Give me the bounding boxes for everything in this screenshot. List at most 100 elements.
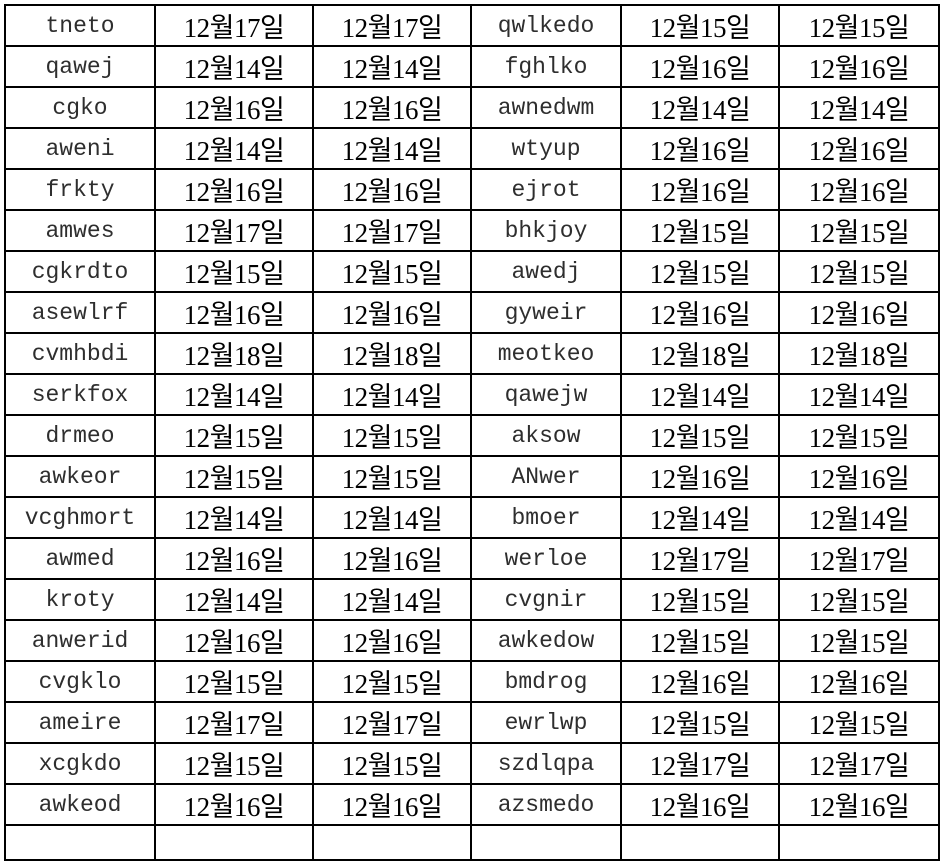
date-cell[interactable]: 12월14일 xyxy=(312,45,472,88)
name-cell[interactable]: qawej xyxy=(4,45,156,88)
date-cell[interactable]: 12월15일 xyxy=(778,250,940,293)
name-cell[interactable]: vcghmort xyxy=(4,496,156,539)
date-cell[interactable]: 12월18일 xyxy=(154,332,314,375)
date-cell[interactable]: 12월14일 xyxy=(154,578,314,621)
date-cell[interactable]: 12월16일 xyxy=(620,660,780,703)
date-cell[interactable]: 12월17일 xyxy=(154,4,314,47)
date-cell[interactable]: 12월16일 xyxy=(312,168,472,211)
date-cell[interactable]: 12월16일 xyxy=(154,537,314,580)
date-cell[interactable]: 12월18일 xyxy=(312,332,472,375)
date-cell[interactable]: 12월14일 xyxy=(620,373,780,416)
name-cell[interactable]: awkedow xyxy=(470,619,622,662)
date-cell[interactable]: 12월15일 xyxy=(620,250,780,293)
date-cell[interactable]: 12월15일 xyxy=(620,701,780,744)
date-cell[interactable]: 12월17일 xyxy=(154,209,314,252)
name-cell[interactable]: aksow xyxy=(470,414,622,457)
name-cell[interactable]: werloe xyxy=(470,537,622,580)
date-cell[interactable]: 12월17일 xyxy=(620,537,780,580)
date-cell[interactable]: 12월14일 xyxy=(154,496,314,539)
name-cell[interactable]: tneto xyxy=(4,4,156,47)
date-cell[interactable]: 12월18일 xyxy=(778,332,940,375)
date-cell[interactable]: 12월15일 xyxy=(620,414,780,457)
empty-cell[interactable] xyxy=(778,824,940,861)
date-cell[interactable]: 12월14일 xyxy=(778,86,940,129)
date-cell[interactable]: 12월16일 xyxy=(154,619,314,662)
date-cell[interactable]: 12월15일 xyxy=(620,619,780,662)
name-cell[interactable]: awedj xyxy=(470,250,622,293)
date-cell[interactable]: 12월14일 xyxy=(312,127,472,170)
date-cell[interactable]: 12월17일 xyxy=(312,4,472,47)
date-cell[interactable]: 12월18일 xyxy=(620,332,780,375)
date-cell[interactable]: 12월15일 xyxy=(778,578,940,621)
name-cell[interactable]: awmed xyxy=(4,537,156,580)
name-cell[interactable]: kroty xyxy=(4,578,156,621)
date-cell[interactable]: 12월16일 xyxy=(620,455,780,498)
name-cell[interactable]: xcgkdo xyxy=(4,742,156,785)
name-cell[interactable]: ameire xyxy=(4,701,156,744)
date-cell[interactable]: 12월16일 xyxy=(778,291,940,334)
name-cell[interactable]: frkty xyxy=(4,168,156,211)
date-cell[interactable]: 12월16일 xyxy=(312,537,472,580)
date-cell[interactable]: 12월16일 xyxy=(620,291,780,334)
date-cell[interactable]: 12월16일 xyxy=(154,86,314,129)
date-cell[interactable]: 12월15일 xyxy=(312,455,472,498)
date-cell[interactable]: 12월14일 xyxy=(312,373,472,416)
date-cell[interactable]: 12월15일 xyxy=(154,455,314,498)
name-cell[interactable]: bmoer xyxy=(470,496,622,539)
date-cell[interactable]: 12월15일 xyxy=(778,209,940,252)
name-cell[interactable]: serkfox xyxy=(4,373,156,416)
date-cell[interactable]: 12월14일 xyxy=(778,496,940,539)
date-cell[interactable]: 12월16일 xyxy=(778,45,940,88)
name-cell[interactable]: amwes xyxy=(4,209,156,252)
empty-cell[interactable] xyxy=(4,824,156,861)
date-cell[interactable]: 12월16일 xyxy=(312,86,472,129)
date-cell[interactable]: 12월16일 xyxy=(620,127,780,170)
date-cell[interactable]: 12월15일 xyxy=(778,4,940,47)
date-cell[interactable]: 12월15일 xyxy=(154,742,314,785)
date-cell[interactable]: 12월16일 xyxy=(778,660,940,703)
date-cell[interactable]: 12월15일 xyxy=(778,701,940,744)
date-cell[interactable]: 12월15일 xyxy=(778,414,940,457)
empty-cell[interactable] xyxy=(312,824,472,861)
name-cell[interactable]: anwerid xyxy=(4,619,156,662)
name-cell[interactable]: azsmedo xyxy=(470,783,622,826)
date-cell[interactable]: 12월15일 xyxy=(154,414,314,457)
date-cell[interactable]: 12월16일 xyxy=(312,291,472,334)
name-cell[interactable]: qwlkedo xyxy=(470,4,622,47)
name-cell[interactable]: ejrot xyxy=(470,168,622,211)
name-cell[interactable]: cgko xyxy=(4,86,156,129)
name-cell[interactable]: aweni xyxy=(4,127,156,170)
empty-cell[interactable] xyxy=(154,824,314,861)
date-cell[interactable]: 12월17일 xyxy=(778,537,940,580)
date-cell[interactable]: 12월15일 xyxy=(778,619,940,662)
date-cell[interactable]: 12월15일 xyxy=(312,414,472,457)
name-cell[interactable]: szdlqpa xyxy=(470,742,622,785)
name-cell[interactable]: qawejw xyxy=(470,373,622,416)
date-cell[interactable]: 12월16일 xyxy=(154,783,314,826)
name-cell[interactable]: bhkjoy xyxy=(470,209,622,252)
date-cell[interactable]: 12월16일 xyxy=(778,168,940,211)
date-cell[interactable]: 12월16일 xyxy=(154,291,314,334)
empty-cell[interactable] xyxy=(620,824,780,861)
date-cell[interactable]: 12월17일 xyxy=(778,742,940,785)
date-cell[interactable]: 12월16일 xyxy=(778,127,940,170)
name-cell[interactable]: wtyup xyxy=(470,127,622,170)
name-cell[interactable]: cvmhbdi xyxy=(4,332,156,375)
date-cell[interactable]: 12월14일 xyxy=(620,86,780,129)
date-cell[interactable]: 12월14일 xyxy=(154,127,314,170)
date-cell[interactable]: 12월16일 xyxy=(154,168,314,211)
date-cell[interactable]: 12월17일 xyxy=(312,701,472,744)
date-cell[interactable]: 12월16일 xyxy=(778,455,940,498)
name-cell[interactable]: awkeor xyxy=(4,455,156,498)
date-cell[interactable]: 12월14일 xyxy=(154,45,314,88)
date-cell[interactable]: 12월16일 xyxy=(778,783,940,826)
name-cell[interactable]: bmdrog xyxy=(470,660,622,703)
date-cell[interactable]: 12월16일 xyxy=(620,168,780,211)
date-cell[interactable]: 12월16일 xyxy=(312,619,472,662)
date-cell[interactable]: 12월15일 xyxy=(154,660,314,703)
name-cell[interactable]: drmeo xyxy=(4,414,156,457)
name-cell[interactable]: cvgnir xyxy=(470,578,622,621)
date-cell[interactable]: 12월17일 xyxy=(154,701,314,744)
name-cell[interactable]: gyweir xyxy=(470,291,622,334)
date-cell[interactable]: 12월16일 xyxy=(312,783,472,826)
